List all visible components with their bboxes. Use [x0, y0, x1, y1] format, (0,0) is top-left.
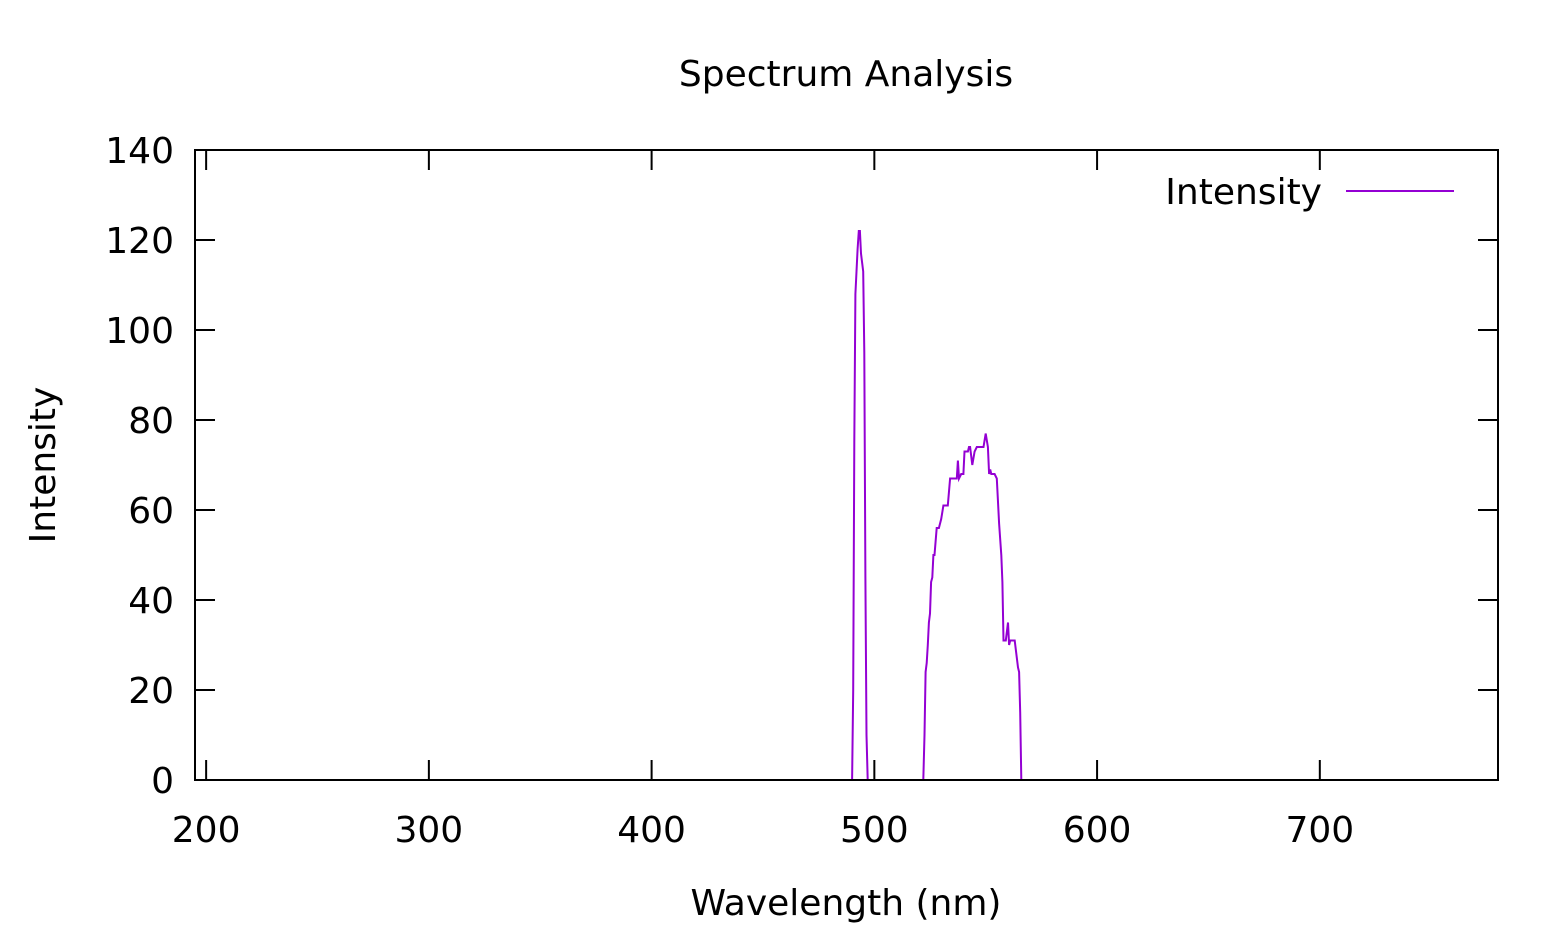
y-tick-label: 100: [105, 311, 174, 352]
chart-title: Spectrum Analysis: [679, 54, 1013, 95]
y-tick-label: 60: [128, 491, 174, 532]
x-tick-label: 200: [172, 810, 241, 851]
legend-label: Intensity: [1165, 172, 1322, 213]
y-tick-label: 140: [105, 131, 174, 172]
axis-tick-labels: 200 300 400 500 600 700 0 20 40 60 80 100 120 140: [105, 131, 1354, 851]
y-tick-label: 20: [128, 671, 174, 712]
y-tick-label: 0: [151, 761, 174, 802]
y-tick-label: 120: [105, 221, 174, 262]
legend: Intensity: [1165, 172, 1454, 213]
y-tick-label: 80: [128, 401, 174, 442]
x-tick-label: 400: [617, 810, 686, 851]
x-tick-label: 700: [1285, 810, 1354, 851]
x-tick-label: 300: [395, 810, 464, 851]
x-tick-label: 600: [1063, 810, 1132, 851]
y-tick-label: 40: [128, 581, 174, 622]
y-axis-label: Intensity: [23, 387, 64, 544]
x-tick-label: 500: [840, 810, 909, 851]
intensity-series-line: [195, 230, 1498, 781]
plot-frame: [194, 149, 1499, 781]
x-axis-label: Wavelength (nm): [691, 883, 1002, 924]
